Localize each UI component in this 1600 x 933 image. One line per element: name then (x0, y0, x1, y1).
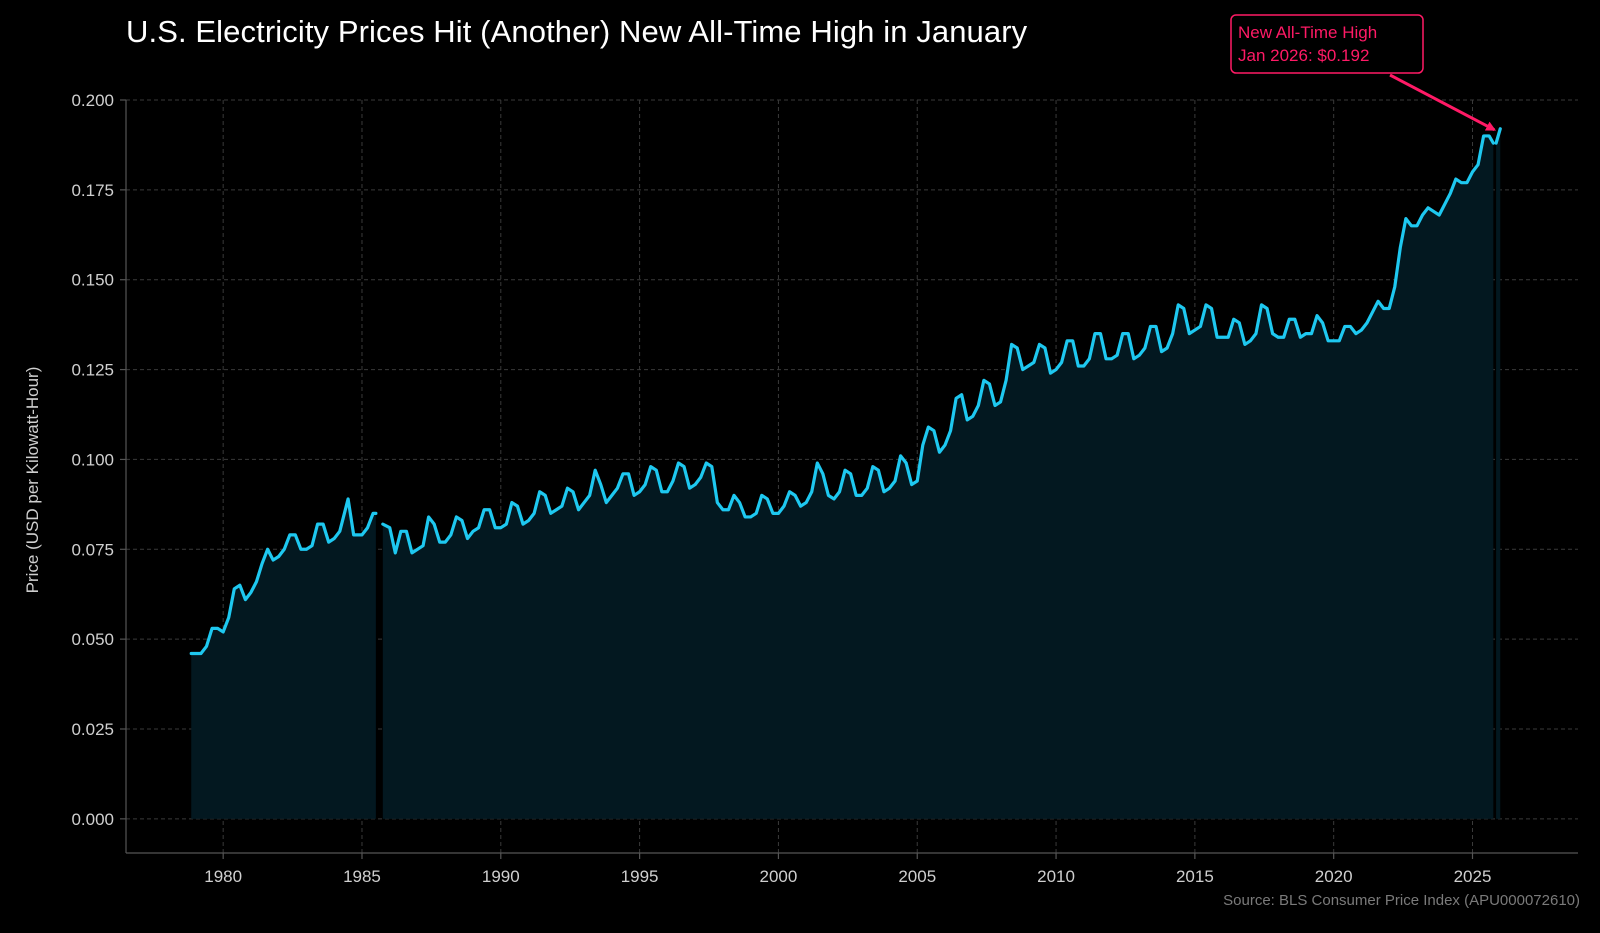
annotation-line-1: New All-Time High (1238, 23, 1377, 42)
axes (125, 100, 1578, 854)
annotation-line-2: Jan 2026: $0.192 (1238, 46, 1369, 65)
annotation-box (1230, 14, 1424, 74)
series-line-segment (381, 134, 1495, 555)
x-tick-label: 2005 (898, 867, 936, 886)
series-line-segment (1494, 127, 1502, 145)
area-fill (191, 128, 1501, 819)
y-tick-label: 0.000 (71, 810, 114, 829)
x-tick-label: 1995 (621, 867, 659, 886)
x-tick-label: 2010 (1037, 867, 1075, 886)
area-fill-segment (1496, 128, 1501, 819)
x-tick-label: 2025 (1454, 867, 1492, 886)
x-tick-label: 2020 (1315, 867, 1353, 886)
y-tick-label: 0.050 (71, 630, 114, 649)
y-axis-ticks: 0.000 0.025 0.050 0.075 0.100 0.125 0.150 0.175… (71, 91, 126, 829)
area-fill-segment (382, 135, 1494, 819)
x-tick-label: 1985 (343, 867, 381, 886)
source-note: Source: BLS Consumer Price Index (APU000… (1223, 892, 1580, 909)
y-tick-label: 0.200 (71, 91, 114, 110)
x-tick-label: 1980 (204, 867, 242, 886)
series-line-segment (189, 497, 378, 656)
y-tick-label: 0.150 (71, 271, 114, 290)
y-tick-label: 0.075 (71, 540, 114, 559)
x-tick-label: 1990 (482, 867, 520, 886)
chart-title: U.S. Electricity Prices Hit (Another) Ne… (126, 14, 1028, 49)
y-axis-label: Price (USD per Kilowatt-Hour) (23, 367, 42, 594)
area-fill-segment (191, 498, 376, 819)
y-tick-label: 0.100 (71, 450, 114, 469)
y-tick-label: 0.125 (71, 361, 114, 380)
x-axis-ticks: 1980 1985 1990 1995 2000 2005 2010 2015 2020 2025 (204, 853, 1491, 886)
x-tick-label: 2015 (1176, 867, 1214, 886)
y-tick-label: 0.175 (71, 181, 114, 200)
y-tick-label: 0.025 (71, 720, 114, 739)
annotation-arrow (1389, 73, 1497, 132)
annotation: New All-Time High Jan 2026: $0.192 (1230, 14, 1497, 132)
series-line (189, 127, 1502, 656)
x-tick-label: 2000 (760, 867, 798, 886)
